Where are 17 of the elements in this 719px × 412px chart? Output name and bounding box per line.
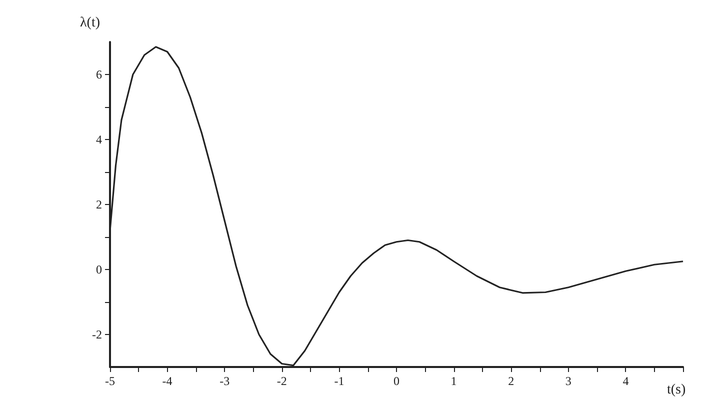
y-tick-label: 0 [96,262,102,276]
x-tick-label: 4 [622,374,629,388]
x-tick-label: 0 [394,374,400,388]
y-tick-label: -2 [92,328,102,342]
x-tick-label: -5 [105,374,115,388]
x-tick-label: 1 [450,374,457,388]
y-tick-label: 4 [96,132,102,146]
x-axis-title: t(s) [667,382,686,398]
x-tick-label: 2 [508,374,514,388]
y-tick-label: 2 [96,198,102,212]
y-tick-label: 6 [96,68,102,82]
x-tick-label: -4 [162,374,172,388]
x-tick-label: -3 [220,374,230,388]
y-axis-title: λ(t) [80,16,100,30]
x-tick-label: 3 [565,374,572,388]
x-tick-label: -2 [276,374,287,388]
x-tick-label: -1 [334,374,344,388]
